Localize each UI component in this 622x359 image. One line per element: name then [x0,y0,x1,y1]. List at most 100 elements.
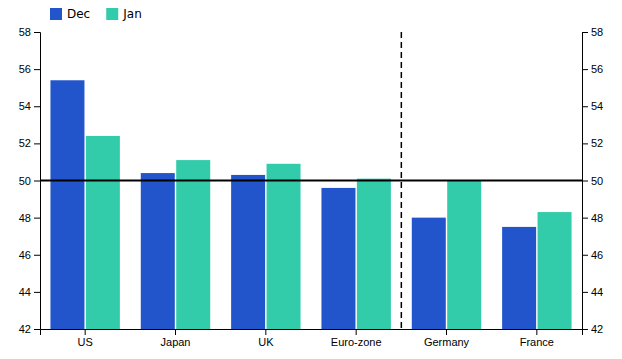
tick-mark [582,329,588,330]
legend-label: Dec [67,7,90,21]
tick: 54 [582,100,603,112]
bar [321,188,355,329]
tick: Germany [424,329,470,348]
tick-mark [582,32,588,33]
tick-mark [34,255,40,256]
tick-label: 50 [19,175,31,187]
tick: 50 [582,175,603,187]
tick-mark [536,329,537,335]
legend-item: Jan [106,7,142,21]
tick-label: France [520,336,554,348]
legend-item: Dec [50,7,90,21]
tick-mark [582,69,588,70]
bar [176,160,210,329]
tick: Euro-zone [331,329,382,348]
tick-label: 46 [19,249,31,261]
divider [401,32,403,329]
plot-area [40,32,582,329]
tick-label: 56 [591,63,603,75]
y2-axis: 42 44 46 48 50 52 54 56 58 [582,26,603,335]
tick-label: 58 [19,26,31,38]
tick-mark [34,218,40,219]
tick-label: 58 [591,26,603,38]
tick-mark [582,255,588,256]
tick: 58 [582,26,603,38]
tick-mark [356,329,357,335]
tick: 44 [582,286,603,298]
bar [412,218,446,329]
tick-label: Germany [424,336,470,348]
bar [231,175,265,329]
tick-label: 54 [591,100,603,112]
chart: US Japan UK Euro-zone Germany France 42 44 46 48 5… [0,0,622,359]
tick-mark [265,329,266,335]
tick-label: Euro-zone [331,336,382,348]
tick-label: 54 [19,100,31,112]
axis-line [41,330,583,336]
tick: 56 [19,63,40,75]
tick-label: UK [258,336,274,348]
tick-label: 42 [19,323,31,335]
tick-mark [34,329,40,330]
tick: 48 [19,212,40,224]
tick: 48 [582,212,603,224]
axis-line [34,33,41,330]
tick: 50 [19,175,40,187]
tick-mark [175,329,176,335]
tick-mark [582,143,588,144]
tick: 46 [582,249,603,261]
legend-swatch [106,8,118,20]
bar [538,212,572,329]
tick: France [520,329,554,348]
tick-mark [85,329,86,335]
tick-mark [582,181,588,182]
tick: US [78,329,93,348]
tick: 44 [19,286,40,298]
tick-label: 48 [591,212,603,224]
tick-mark [582,218,588,219]
tick-label: Japan [161,336,191,348]
y-axis: 42 44 46 48 50 52 54 56 58 [19,26,41,335]
tick: 42 [582,323,603,335]
tick: 52 [582,137,603,149]
tick-label: 50 [591,175,603,187]
tick-label: 42 [591,323,603,335]
tick-mark [34,32,40,33]
tick-label: 52 [19,137,31,149]
axis-line [583,33,589,330]
x-axis: US Japan UK Euro-zone Germany France [41,329,583,348]
tick-label: 44 [591,286,603,298]
tick-mark [582,106,588,107]
legend: Dec Jan [50,7,142,21]
tick-mark [34,106,40,107]
tick-label: US [78,336,93,348]
tick-label: 56 [19,63,31,75]
tick: 56 [582,63,603,75]
tick-label: 46 [591,249,603,261]
tick-mark [34,143,40,144]
tick-label: 48 [19,212,31,224]
tick-mark [34,181,40,182]
tick: 52 [19,137,40,149]
legend-label: Jan [122,7,142,21]
bar-series [86,136,572,329]
bar [447,181,481,330]
bar [86,136,120,329]
bar [50,80,84,329]
tick-mark [446,329,447,335]
tick: Japan [161,329,191,348]
tick-mark [582,292,588,293]
tick: 46 [19,249,40,261]
reference-line [40,180,582,182]
tick: 54 [19,100,40,112]
tick-label: 44 [19,286,31,298]
bar [267,164,301,329]
tick-mark [34,292,40,293]
tick: 42 [19,323,40,335]
tick: 58 [19,26,40,38]
bar [502,227,536,329]
bar [357,179,391,329]
bar-series [50,80,536,329]
tick-label: 52 [591,137,603,149]
tick-mark [34,69,40,70]
